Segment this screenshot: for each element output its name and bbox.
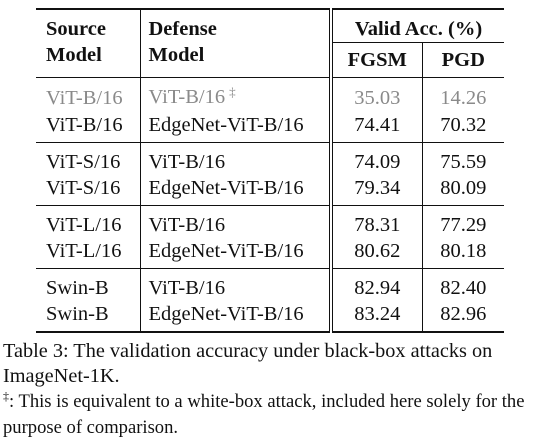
header-defense-line2: Model <box>148 44 205 66</box>
cell-fgsm: 82.94 <box>329 268 422 301</box>
cell-source-model: Swin-B <box>46 303 109 325</box>
table-row: ViT-S/16 ViT-B/16 74.09 75.59 <box>36 142 504 175</box>
table-row: Swin-B ViT-B/16 82.94 82.40 <box>36 268 504 301</box>
cell-source-model: ViT-S/16 <box>46 151 121 173</box>
cell-defense-model: ViT-B/16 ‡ <box>139 77 331 112</box>
double-dagger-mark: ‡ <box>229 84 236 99</box>
results-table-container: Source Model Defense Model Valid Acc. (%… <box>36 8 504 333</box>
cell-defense-model: EdgeNet-ViT-B/16 <box>139 238 331 269</box>
cell-pgd: 80.18 <box>421 238 504 269</box>
header-source-line2: Model <box>46 44 102 66</box>
header-pgd: PGD <box>421 42 504 78</box>
header-fgsm: FGSM <box>329 42 422 78</box>
table-caption: Table 3: The validation accuracy under b… <box>3 340 493 387</box>
cell-source-model: ViT-B/16 <box>46 114 123 136</box>
cell-fgsm: 74.41 <box>329 112 422 143</box>
table-row: ViT-B/16 ViT-B/16 ‡ 35.03 14.26 <box>36 77 504 112</box>
header-defense-model: Defense Model <box>139 9 331 78</box>
cell-defense-model: ViT-B/16 <box>139 205 331 238</box>
header-row-1: Source Model Defense Model Valid Acc. (%… <box>36 9 504 78</box>
cell-source-model: ViT-L/16 <box>46 240 122 262</box>
footnote-text: : This is equivalent to a white-box atta… <box>3 391 525 438</box>
table-row: ViT-L/16 ViT-B/16 78.31 77.29 <box>36 205 504 238</box>
header-row-2: FGSM PGD <box>36 42 504 78</box>
cell-pgd: 80.09 <box>421 175 504 206</box>
cell-source-model: ViT-B/16 <box>46 87 123 109</box>
table-body: ViT-B/16 ViT-B/16 ‡ 35.03 14.26 ViT-B/16 EdgeN… <box>36 77 504 332</box>
cell-fgsm: 35.03 <box>329 77 422 112</box>
cell-fgsm: 78.31 <box>329 205 422 238</box>
table-row: ViT-B/16 EdgeNet-ViT-B/16 74.41 70.32 <box>36 112 504 143</box>
table-row: ViT-L/16 EdgeNet-ViT-B/16 80.62 80.18 <box>36 238 504 269</box>
header-defense-line1: Defense <box>148 18 217 40</box>
cell-defense-model: EdgeNet-ViT-B/16 <box>139 112 331 143</box>
cell-fgsm: 79.34 <box>329 175 422 206</box>
cell-defense-model: EdgeNet-ViT-B/16 <box>139 301 331 332</box>
defense-model-name: ViT-B/16 <box>148 277 226 299</box>
cell-fgsm: 83.24 <box>329 301 422 332</box>
defense-model-name: ViT-B/16 <box>148 151 226 173</box>
cell-fgsm: 80.62 <box>329 238 422 269</box>
cell-pgd: 82.96 <box>421 301 504 332</box>
cell-pgd: 14.26 <box>421 77 504 112</box>
defense-model-name: EdgeNet-ViT-B/16 <box>148 240 304 262</box>
header-valid-acc: Valid Acc. (%) <box>329 9 504 43</box>
cell-source-model: ViT-L/16 <box>46 214 122 236</box>
table-row: ViT-S/16 EdgeNet-ViT-B/16 79.34 80.09 <box>36 175 504 206</box>
cell-pgd: 82.40 <box>421 268 504 301</box>
cell-source-model: Swin-B <box>46 277 109 299</box>
header-source-model: Source Model <box>36 9 140 78</box>
defense-model-name: EdgeNet-ViT-B/16 <box>148 114 304 136</box>
results-table: Source Model Defense Model Valid Acc. (%… <box>36 8 504 333</box>
table-footnote: ‡: This is equivalent to a white-box att… <box>3 389 541 440</box>
cell-pgd: 77.29 <box>421 205 504 238</box>
defense-model-name: EdgeNet-ViT-B/16 <box>148 303 304 325</box>
cell-source-model: ViT-S/16 <box>46 177 121 199</box>
defense-model-name: ViT-B/16 <box>148 86 226 108</box>
cell-pgd: 75.59 <box>421 142 504 175</box>
cell-defense-model: EdgeNet-ViT-B/16 <box>139 175 331 206</box>
footnote-mark: ‡ <box>3 389 9 403</box>
cell-defense-model: ViT-B/16 <box>139 268 331 301</box>
header-source-line1: Source <box>46 18 106 40</box>
table-header: Source Model Defense Model Valid Acc. (%… <box>36 9 504 78</box>
cell-pgd: 70.32 <box>421 112 504 143</box>
defense-model-name: EdgeNet-ViT-B/16 <box>148 177 304 199</box>
defense-model-name: ViT-B/16 <box>148 214 226 236</box>
table-row: Swin-B EdgeNet-ViT-B/16 83.24 82.96 <box>36 301 504 332</box>
cell-fgsm: 74.09 <box>329 142 422 175</box>
cell-defense-model: ViT-B/16 <box>139 142 331 175</box>
